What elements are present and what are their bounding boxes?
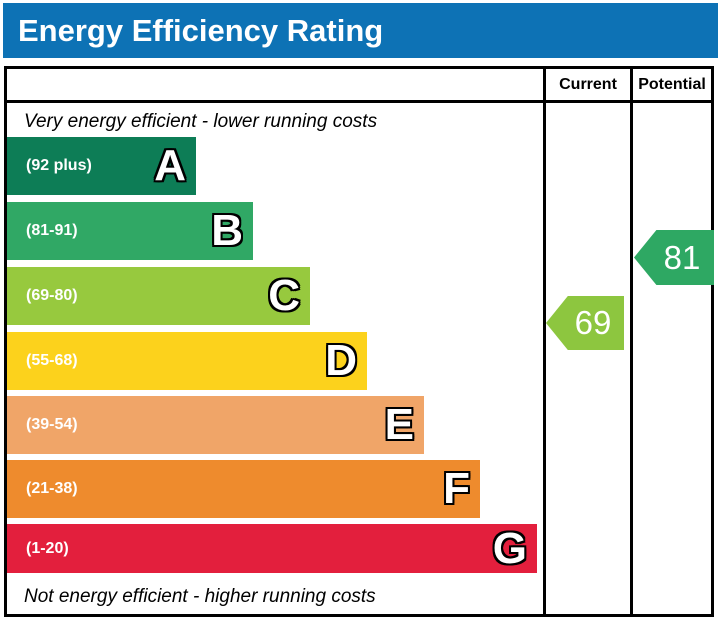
band-row-d: (55-68) D [7, 332, 367, 390]
band-letter: F [443, 464, 470, 513]
column-divider-potential [630, 69, 633, 614]
current-value: 69 [574, 304, 612, 341]
band-row-a: (92 plus) A [7, 137, 196, 195]
column-header-potential: Potential [638, 76, 706, 93]
band-row-f: (21-38) F [7, 460, 480, 518]
page-title: Energy Efficiency Rating [18, 12, 384, 48]
band-row-e: (39-54) E [7, 396, 424, 454]
column-header-current: Current [559, 76, 617, 93]
column-divider-current [543, 69, 546, 614]
band-letter: C [268, 271, 300, 320]
header-underline [7, 100, 711, 103]
band-letter: G [492, 523, 527, 573]
band-row-c: (69-80) C [7, 267, 310, 325]
band-range-label: (21-38) [26, 480, 78, 497]
band-range-label: (1-20) [26, 539, 69, 557]
band-range-label: (81-91) [26, 222, 78, 239]
band-letter: D [325, 336, 357, 385]
caption-bottom: Not energy efficient - higher running co… [24, 586, 376, 607]
band-range-label: (55-68) [26, 352, 78, 369]
band-row-g: (1-20) G [7, 524, 537, 573]
title-bar: Energy Efficiency Rating [3, 3, 718, 58]
band-range-label: (39-54) [26, 416, 78, 433]
band-letter: A [154, 141, 186, 190]
band-row-b: (81-91) B [7, 202, 253, 260]
band-letter: E [384, 400, 414, 449]
caption-top: Very energy efficient - lower running co… [24, 111, 378, 132]
band-range-label: (92 plus) [26, 157, 92, 174]
band-range-label: (69-80) [26, 287, 78, 304]
band-letter: B [211, 206, 243, 255]
potential-value: 81 [663, 238, 701, 276]
